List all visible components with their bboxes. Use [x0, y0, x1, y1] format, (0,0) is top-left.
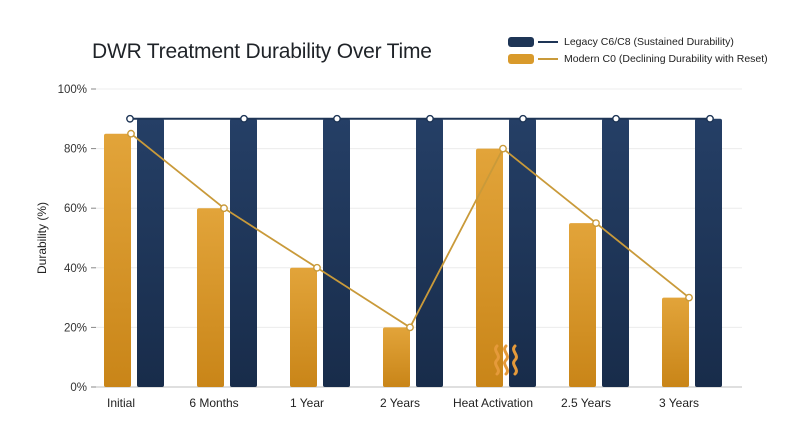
y-tick-label: 100%	[58, 84, 87, 96]
bar-modern	[197, 208, 224, 387]
x-tick-label: 1 Year	[290, 396, 324, 410]
axes: 0% 20% 40% 60% 80% 100% Durability (%) Initial 6…	[35, 84, 699, 410]
x-tick-label: 2 Years	[380, 396, 420, 410]
heat-wave	[512, 344, 518, 376]
x-tick-label: Initial	[107, 396, 135, 410]
marker-modern	[685, 293, 693, 302]
bar-modern	[104, 133, 131, 387]
bar-legacy	[416, 118, 443, 388]
bar-modern	[569, 223, 596, 387]
bar-legacy	[137, 118, 164, 388]
bar-legacy	[602, 118, 629, 388]
chart-title: DWR Treatment Durability Over Time	[92, 40, 432, 63]
y-tick-label: 20%	[64, 322, 87, 334]
legend-swatch-modern	[508, 53, 534, 64]
marker-modern	[220, 204, 228, 213]
bar-legacy	[323, 118, 350, 388]
marker-legacy	[240, 114, 248, 123]
heat-waves-icon	[494, 344, 518, 376]
legend-item-modern: Modern C0 (Declining Durability with Res…	[508, 50, 768, 67]
y-tick-label: 80%	[64, 144, 87, 156]
x-tick-label: 6 Months	[189, 396, 238, 410]
x-tick-label: 2.5 Years	[561, 396, 611, 410]
y-tick-label: 60%	[64, 203, 87, 215]
marker-legacy	[706, 114, 714, 123]
bar-legacy	[695, 118, 722, 388]
y-tick-label: 0%	[70, 382, 87, 394]
bar-modern	[476, 148, 503, 387]
marker-modern	[592, 219, 600, 228]
marker-modern	[406, 323, 414, 332]
legend-label-modern: Modern C0 (Declining Durability with Res…	[564, 52, 768, 65]
legend: Legacy C6/C8 (Sustained Durability) Mode…	[508, 33, 768, 67]
bar-modern	[290, 267, 317, 387]
bars	[104, 118, 722, 388]
marker-legacy	[333, 114, 341, 123]
marker-legacy	[612, 114, 620, 123]
legend-label-legacy: Legacy C6/C8 (Sustained Durability)	[564, 35, 734, 48]
marker-legacy	[126, 114, 134, 123]
bar-legacy	[230, 118, 257, 388]
y-tick-label: 40%	[64, 263, 87, 275]
marker-modern	[499, 144, 507, 153]
bar-legacy	[509, 118, 536, 388]
marker-legacy	[426, 114, 434, 123]
legend-line-legacy	[538, 40, 558, 43]
marker-legacy	[519, 114, 527, 123]
marker-modern	[313, 263, 321, 272]
x-tick-label: Heat Activation	[453, 396, 533, 410]
bar-modern	[383, 327, 410, 387]
bar-modern	[662, 297, 689, 387]
x-tick-label: 3 Years	[659, 396, 699, 410]
marker-modern	[127, 129, 135, 138]
heat-wave	[503, 344, 509, 376]
lines	[126, 114, 714, 332]
legend-line-modern	[538, 57, 558, 60]
legend-swatch-legacy	[508, 36, 534, 47]
y-axis-title: Durability (%)	[35, 202, 49, 274]
legend-item-legacy: Legacy C6/C8 (Sustained Durability)	[508, 33, 768, 50]
heat-wave	[494, 344, 500, 376]
